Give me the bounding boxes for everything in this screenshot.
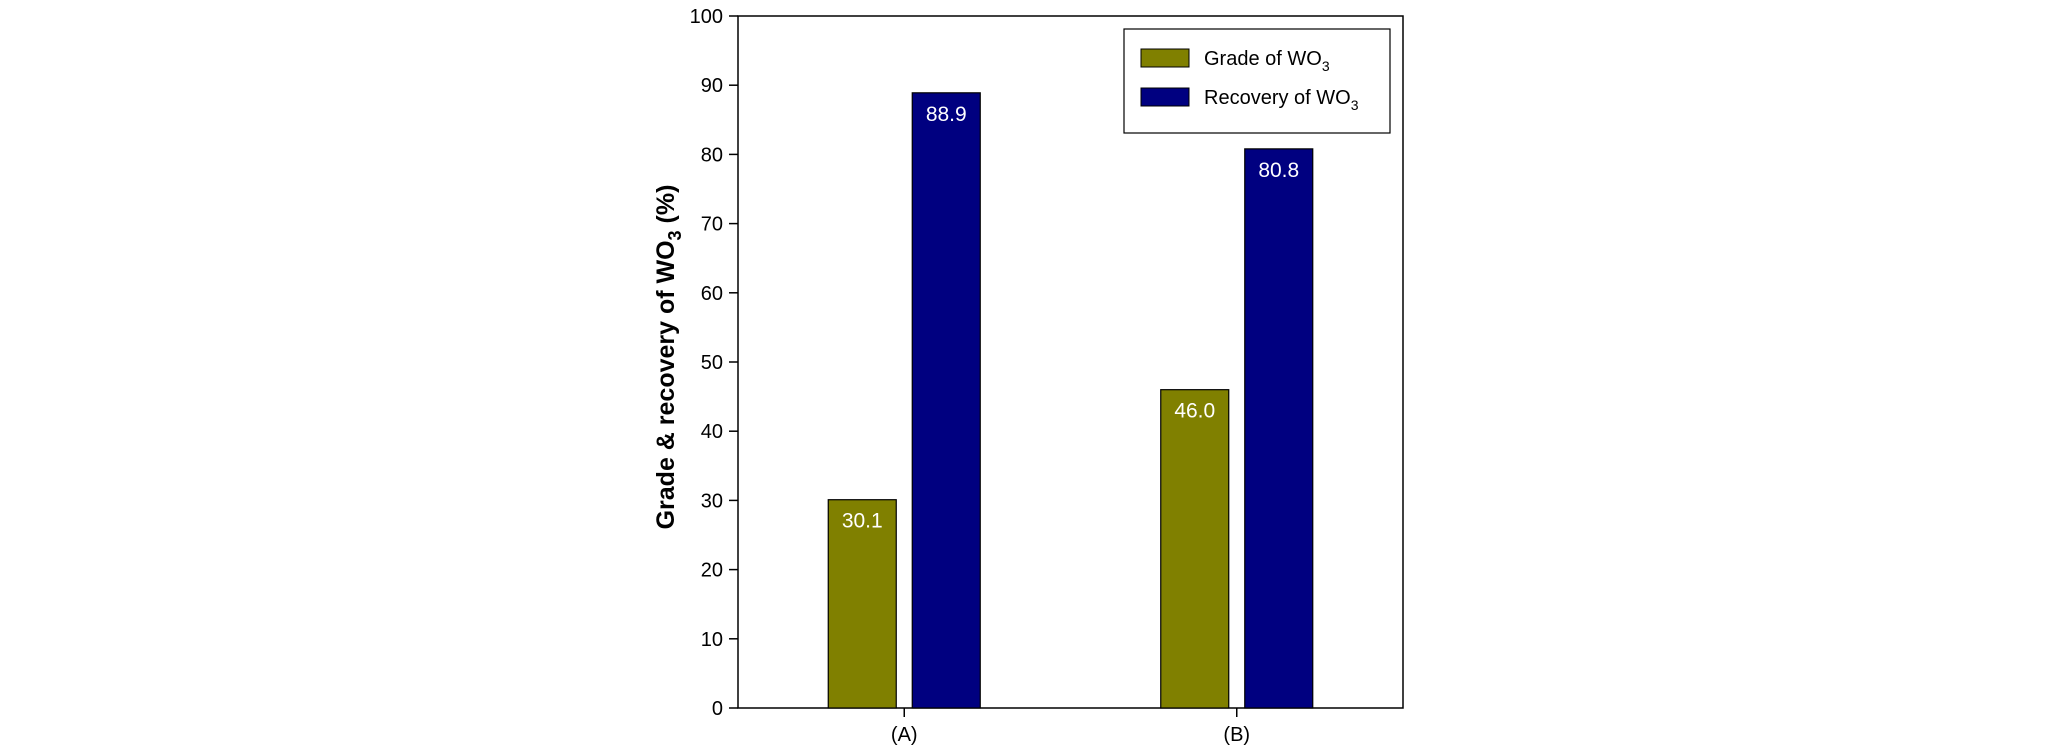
legend-label-1: Recovery of WO3 <box>1204 87 1359 113</box>
bar-series-0-cat-1 <box>1160 389 1230 709</box>
data-label-series-0-cat-0: 30.1 <box>842 510 883 533</box>
y-tick-label-50: 50 <box>701 352 723 374</box>
legend: Grade of WO3 Recovery of WO3 <box>1123 28 1391 134</box>
y-axis-title: Grade & recovery of WO3 (%) <box>652 185 685 530</box>
data-label-series-0-cat-1: 46.0 <box>1174 400 1215 423</box>
bars <box>827 92 1314 709</box>
y-tick-label-100: 100 <box>690 6 723 28</box>
legend-swatch-1 <box>1140 87 1190 107</box>
data-label-series-1-cat-0: 88.9 <box>926 103 967 126</box>
x-tick-label-0: (A) <box>891 724 918 746</box>
y-tick-label-80: 80 <box>701 144 723 166</box>
y-tick-label-40: 40 <box>701 421 723 443</box>
data-labels: 30.1 88.9 46.0 80.8 <box>842 103 1299 533</box>
y-tick-label-10: 10 <box>701 629 723 651</box>
y-tick-label-20: 20 <box>701 560 723 582</box>
y-axis-title-suffix: (%) <box>652 185 680 231</box>
data-label-series-1-cat-1: 80.8 <box>1258 159 1299 182</box>
legend-swatch-0 <box>1140 48 1190 68</box>
y-axis-title-subscript: 3 <box>665 230 685 240</box>
x-tick-label-1: (B) <box>1223 724 1250 746</box>
y-tick-label-60: 60 <box>701 283 723 305</box>
legend-label-0: Grade of WO3 <box>1204 48 1330 74</box>
bar-series-1-cat-0 <box>911 92 981 709</box>
bar-series-1-cat-1 <box>1244 148 1314 709</box>
y-tick-label-30: 30 <box>701 490 723 512</box>
y-tick-label-70: 70 <box>701 214 723 236</box>
y-tick-label-0: 0 <box>712 698 723 720</box>
x-axis: (A) (B) <box>891 708 1250 746</box>
y-axis-title-main: Grade & recovery of WO <box>652 240 680 529</box>
y-axis: 0 10 20 30 40 50 60 70 80 90 100 <box>690 6 738 720</box>
y-tick-label-90: 90 <box>701 75 723 97</box>
bar-series-0-cat-0 <box>827 499 897 709</box>
legend-box <box>1123 28 1391 134</box>
